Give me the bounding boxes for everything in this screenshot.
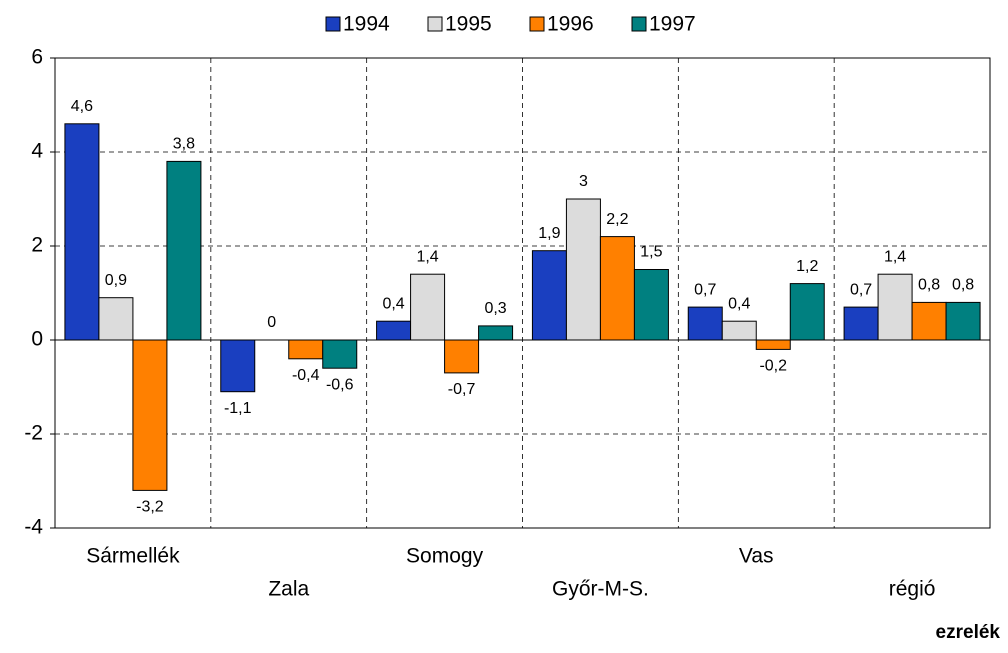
x-tick-label: régió bbox=[889, 578, 936, 601]
bar bbox=[531, 250, 567, 341]
value-label: 0,4 bbox=[382, 295, 404, 312]
y-tick-label: 2 bbox=[31, 234, 43, 257]
value-label: -0,2 bbox=[759, 358, 787, 375]
value-label: 0,8 bbox=[918, 277, 940, 294]
value-label: 0,8 bbox=[952, 277, 974, 294]
bar bbox=[220, 339, 256, 393]
x-tick-label: Zala bbox=[268, 578, 309, 601]
bar bbox=[599, 236, 635, 341]
bar bbox=[478, 325, 514, 341]
value-label: 3,8 bbox=[173, 136, 195, 153]
legend-swatch bbox=[427, 16, 443, 32]
y-tick-label: -4 bbox=[24, 516, 43, 539]
unit-label: ezrelék bbox=[936, 622, 1001, 643]
bar bbox=[322, 339, 358, 369]
value-label: 0 bbox=[267, 314, 276, 331]
value-label: 2,2 bbox=[606, 211, 628, 228]
bar bbox=[687, 306, 723, 341]
bar bbox=[789, 283, 825, 341]
bar bbox=[911, 301, 947, 341]
value-label: 0,9 bbox=[105, 272, 127, 289]
value-label: 0,4 bbox=[728, 295, 750, 312]
value-label: 0,7 bbox=[850, 281, 872, 298]
value-label: -0,6 bbox=[326, 376, 354, 393]
legend-swatch bbox=[529, 16, 545, 32]
value-label: -0,7 bbox=[448, 381, 476, 398]
value-label: 3 bbox=[579, 173, 588, 190]
bar bbox=[721, 320, 757, 341]
bar bbox=[945, 301, 981, 341]
legend-label: 1995 bbox=[445, 13, 492, 36]
bar bbox=[843, 306, 879, 341]
bar bbox=[64, 123, 100, 341]
bar bbox=[288, 339, 324, 360]
value-label: 1,9 bbox=[538, 225, 560, 242]
bar bbox=[98, 297, 134, 341]
bar bbox=[755, 339, 791, 350]
plot-border bbox=[54, 57, 991, 529]
y-tick-label: 0 bbox=[31, 328, 43, 351]
value-label: 0,3 bbox=[484, 300, 506, 317]
legend-label: 1997 bbox=[649, 13, 696, 36]
value-label: 1,2 bbox=[796, 258, 818, 275]
value-label: -0,4 bbox=[292, 367, 320, 384]
value-label: 1,4 bbox=[884, 248, 906, 265]
value-label: 1,4 bbox=[416, 248, 438, 265]
x-tick-label: Sármellék bbox=[86, 545, 180, 568]
legend-swatch bbox=[631, 16, 647, 32]
bar bbox=[376, 320, 412, 341]
x-tick-label: Somogy bbox=[406, 545, 484, 568]
x-tick-label: Győr-M-S. bbox=[552, 578, 649, 601]
value-label: 4,6 bbox=[71, 98, 93, 115]
y-tick-label: 4 bbox=[31, 140, 43, 163]
bar bbox=[166, 160, 202, 341]
bar bbox=[444, 339, 480, 374]
bar bbox=[633, 269, 669, 341]
value-label: -3,2 bbox=[136, 499, 164, 516]
legend-label: 1996 bbox=[547, 13, 594, 36]
y-tick-label: -2 bbox=[24, 422, 43, 445]
value-label: 0,7 bbox=[694, 281, 716, 298]
y-tick-label: 6 bbox=[31, 46, 43, 69]
bar bbox=[877, 273, 913, 341]
legend-label: 1994 bbox=[343, 13, 390, 36]
bar bbox=[410, 273, 446, 341]
value-label: -1,1 bbox=[224, 400, 252, 417]
bar bbox=[565, 198, 601, 341]
x-tick-label: Vas bbox=[739, 545, 774, 568]
legend-swatch bbox=[325, 16, 341, 32]
value-label: 1,5 bbox=[640, 244, 662, 261]
bar bbox=[132, 339, 168, 491]
